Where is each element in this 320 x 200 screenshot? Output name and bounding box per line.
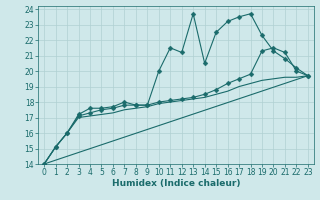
- X-axis label: Humidex (Indice chaleur): Humidex (Indice chaleur): [112, 179, 240, 188]
